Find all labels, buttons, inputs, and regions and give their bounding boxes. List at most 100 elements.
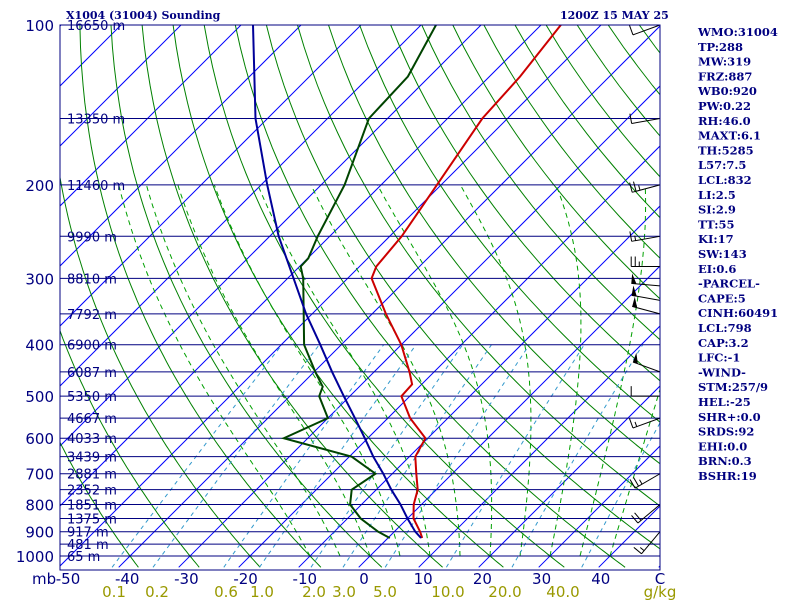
pressure-label: 200 xyxy=(25,177,54,195)
isotherm-line xyxy=(478,385,660,568)
index-item: -WIND- xyxy=(698,365,746,379)
index-item: LFC:-1 xyxy=(698,351,740,365)
dry-adiabat xyxy=(60,329,200,568)
index-item: SW:143 xyxy=(698,247,747,261)
wind-barb xyxy=(631,273,661,287)
isotherm-line xyxy=(60,25,602,567)
dry-adiabat xyxy=(234,25,626,568)
index-item: LCL:798 xyxy=(698,321,752,335)
mixing-ratio-line xyxy=(111,344,283,568)
height-label: 1851 m xyxy=(67,499,117,514)
height-label: 4667 m xyxy=(67,412,117,427)
dry-adiabat xyxy=(452,25,660,300)
height-label: 9990 m xyxy=(67,230,117,245)
height-label: 13350 m xyxy=(67,113,125,128)
indices-panel: WMO:31004TP:288MW:319FRZ:887WB0:920PW:0.… xyxy=(697,25,778,483)
index-item: LCL:832 xyxy=(698,173,752,187)
isotherm-line xyxy=(538,445,660,568)
height-label: 3439 m xyxy=(67,451,117,466)
pressure-label: 400 xyxy=(25,337,54,355)
index-item: RH:46.0 xyxy=(698,114,751,128)
isotherm-line xyxy=(418,325,660,568)
pressure-label: 600 xyxy=(25,430,54,448)
wind-barb xyxy=(631,285,661,301)
index-item: EI:0.6 xyxy=(698,262,736,276)
index-item: TP:288 xyxy=(698,40,743,54)
height-label: 65 m xyxy=(67,550,100,565)
wind-barb xyxy=(629,417,661,429)
parcel-line xyxy=(252,25,422,539)
height-label: 5350 m xyxy=(67,390,117,405)
height-label: 917 m xyxy=(67,526,109,541)
dry-adiabat xyxy=(203,25,565,568)
mixing-ratio-label: 0.6 xyxy=(214,583,238,600)
pressure-label: 900 xyxy=(25,524,54,542)
dry-adiabat xyxy=(328,25,660,465)
index-item: STM:257/9 xyxy=(698,380,768,394)
mixing-ratio-label: 20.0 xyxy=(488,583,521,600)
mixing-ratio-line xyxy=(310,344,464,568)
chart-title: X1004 (31004) Sounding xyxy=(66,9,221,22)
index-item: HEL:-25 xyxy=(698,395,751,409)
dry-adiabat xyxy=(483,25,660,259)
index-item: WB0:920 xyxy=(697,84,757,98)
index-item: EHI:0.0 xyxy=(698,439,747,453)
isotherm-line xyxy=(118,25,660,568)
wind-barb xyxy=(629,24,661,36)
height-label: 2881 m xyxy=(67,468,117,483)
index-item: MW:319 xyxy=(698,55,751,69)
pressure-unit-label: mb xyxy=(32,570,56,588)
index-item: -PARCEL- xyxy=(698,277,760,291)
wind-barb xyxy=(632,296,661,315)
isotherm-line xyxy=(60,25,482,447)
pressure-label: 1000 xyxy=(16,548,54,566)
mixing-ratio-line xyxy=(511,344,644,568)
mixing-ratio-line xyxy=(342,344,492,568)
pressure-label: 700 xyxy=(25,466,54,484)
dry-adiabat xyxy=(110,25,383,568)
height-label: 2352 m xyxy=(67,484,117,499)
chart-time: 1200Z 15 MAY 25 xyxy=(560,9,669,22)
index-item: CINH:60491 xyxy=(698,306,778,320)
pressure-label: 500 xyxy=(25,388,54,406)
isotherm-line xyxy=(60,25,182,147)
index-item: FRZ:887 xyxy=(698,69,752,83)
mixing-ratio-label: 0.1 xyxy=(102,583,126,600)
mixing-ratio-label: 40.0 xyxy=(546,583,579,600)
temperature-tick-label: C xyxy=(655,570,665,588)
temperature-line xyxy=(370,25,563,539)
temperature-tick-label: -20 xyxy=(233,570,258,588)
temperature-tick-label: -10 xyxy=(293,570,318,588)
index-item: WMO:31004 xyxy=(697,25,778,39)
height-label: 4033 m xyxy=(67,432,117,447)
wind-barb xyxy=(630,386,660,397)
dry-adiabat xyxy=(297,25,660,507)
dry-adiabat xyxy=(265,25,660,550)
index-item: MAXT:6.1 xyxy=(698,129,761,143)
height-label: 6087 m xyxy=(67,366,117,381)
moist-adiabat xyxy=(257,184,431,557)
temperature-tick-label: -50 xyxy=(56,570,81,588)
index-item: TT:55 xyxy=(698,217,735,231)
pressure-label: 100 xyxy=(25,17,54,35)
height-label: 8810 m xyxy=(67,272,117,287)
isotherm-line xyxy=(60,25,542,507)
height-label: 11460 m xyxy=(67,179,125,194)
dry-adiabat xyxy=(421,25,660,341)
isobars xyxy=(60,24,660,557)
temperature-tick-label: 20 xyxy=(473,570,492,588)
index-item: SHR+:0.0 xyxy=(698,410,761,424)
index-item: BSHR:19 xyxy=(698,469,757,483)
pressure-label: 800 xyxy=(25,497,54,515)
isotherm-line xyxy=(60,25,242,207)
isotherm-line xyxy=(60,25,362,327)
mixing-ratio-label: g/kg xyxy=(644,583,677,600)
plot-frame xyxy=(59,24,661,571)
temperature-tick-label: -40 xyxy=(115,570,140,588)
sounding-profiles xyxy=(252,25,563,539)
isotherm-line xyxy=(358,265,660,568)
dry-adiabat xyxy=(60,174,261,568)
mixing-ratio-label: 0.2 xyxy=(145,583,169,600)
dewpoint-line xyxy=(280,25,438,539)
wind-barb xyxy=(631,504,661,524)
